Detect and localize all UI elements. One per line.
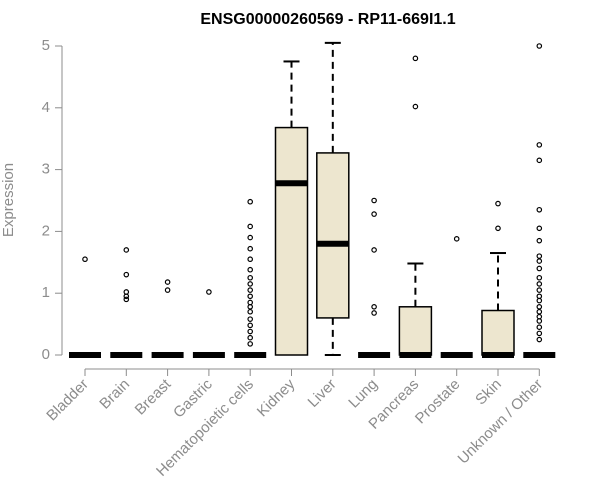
outlier-point — [536, 258, 543, 264]
outlier-point — [123, 247, 130, 253]
outlier-point — [536, 43, 543, 49]
outlier-point — [247, 341, 254, 347]
outlier-point — [247, 281, 254, 287]
outlier-point — [536, 253, 543, 259]
outlier-point — [247, 223, 254, 230]
outlier-point — [247, 198, 254, 205]
outlier-point — [536, 297, 543, 304]
box-body — [481, 309, 515, 356]
y-tick-label: 5 — [42, 37, 50, 54]
outlier-point — [371, 310, 377, 316]
x-tick-label: Brain — [96, 376, 133, 413]
y-tick-label: 3 — [42, 161, 50, 178]
box-bladder — [69, 256, 101, 358]
outlier-point — [371, 303, 377, 310]
box-kidney — [274, 60, 309, 356]
outlier-point — [247, 245, 254, 252]
x-tick-label: Skin — [472, 376, 505, 409]
outlier-point — [123, 296, 130, 303]
box-unknown-other — [523, 43, 556, 358]
outlier-point — [536, 237, 543, 244]
outlier-point — [536, 225, 543, 232]
outlier-point — [495, 200, 501, 207]
outlier-point — [247, 266, 254, 273]
outlier-point — [536, 318, 543, 324]
y-axis: 0 1 2 3 4 5 — [42, 37, 63, 363]
outlier-point — [536, 142, 543, 148]
outlier-point — [536, 324, 543, 330]
outlier-point — [536, 157, 543, 164]
x-tick-label: Kidney — [254, 375, 299, 420]
outlier-point — [371, 197, 377, 204]
y-tick-label: 0 — [42, 346, 50, 363]
x-tick-label: Bladder — [43, 376, 92, 425]
outlier-point — [412, 103, 419, 110]
outlier-point — [536, 303, 543, 310]
outlier-point — [536, 287, 543, 293]
box-gastric — [192, 289, 225, 358]
y-axis-label: Expression — [0, 163, 17, 237]
outlier-point — [536, 281, 543, 287]
outlier-point — [123, 293, 130, 300]
outlier-point — [495, 225, 501, 232]
outlier-point — [453, 236, 460, 242]
box-body — [398, 306, 433, 356]
box-breast — [151, 279, 184, 358]
box-lung — [358, 197, 391, 358]
box-hematopoietic-cells — [234, 198, 267, 358]
x-tick-label: Liver — [305, 376, 340, 411]
outlier-point — [536, 336, 543, 343]
box-brain — [110, 247, 143, 358]
outlier-point — [164, 279, 171, 285]
outlier-point — [536, 274, 543, 281]
outlier-point — [247, 293, 254, 300]
y-tick-label: 1 — [42, 284, 50, 301]
x-tick-label: Lung — [345, 376, 381, 412]
y-tick-label: 2 — [42, 222, 50, 239]
outlier-point — [536, 206, 543, 213]
outlier-point — [247, 316, 254, 322]
x-tick-label: Breast — [132, 375, 175, 418]
box-skin — [481, 200, 515, 358]
box-body — [274, 126, 309, 356]
box-prostate — [440, 236, 473, 358]
outlier-point — [412, 55, 419, 62]
outlier-point — [82, 256, 88, 263]
outlier-point — [247, 322, 254, 329]
outlier-point — [247, 328, 254, 335]
outlier-point — [247, 308, 254, 315]
outlier-point — [247, 334, 254, 341]
box-body — [316, 152, 350, 319]
outlier-point — [371, 247, 377, 253]
box-liver — [316, 41, 350, 356]
boxes-group — [69, 41, 556, 358]
outlier-point — [164, 287, 171, 293]
outlier-point — [247, 287, 254, 293]
outlier-point — [247, 256, 254, 263]
outlier-point — [536, 330, 543, 337]
outlier-point — [123, 271, 130, 278]
outlier-point — [536, 265, 543, 272]
chart-title: ENSG00000260569 - RP11-669I1.1 — [200, 11, 455, 28]
box-pancreas — [398, 55, 433, 358]
outlier-point — [247, 274, 254, 281]
x-tick-label: Prostate — [412, 376, 464, 428]
outlier-point — [206, 289, 212, 295]
outlier-point — [371, 211, 377, 217]
outlier-point — [247, 234, 254, 241]
outlier-point — [536, 308, 543, 315]
y-tick-label: 4 — [42, 99, 50, 116]
